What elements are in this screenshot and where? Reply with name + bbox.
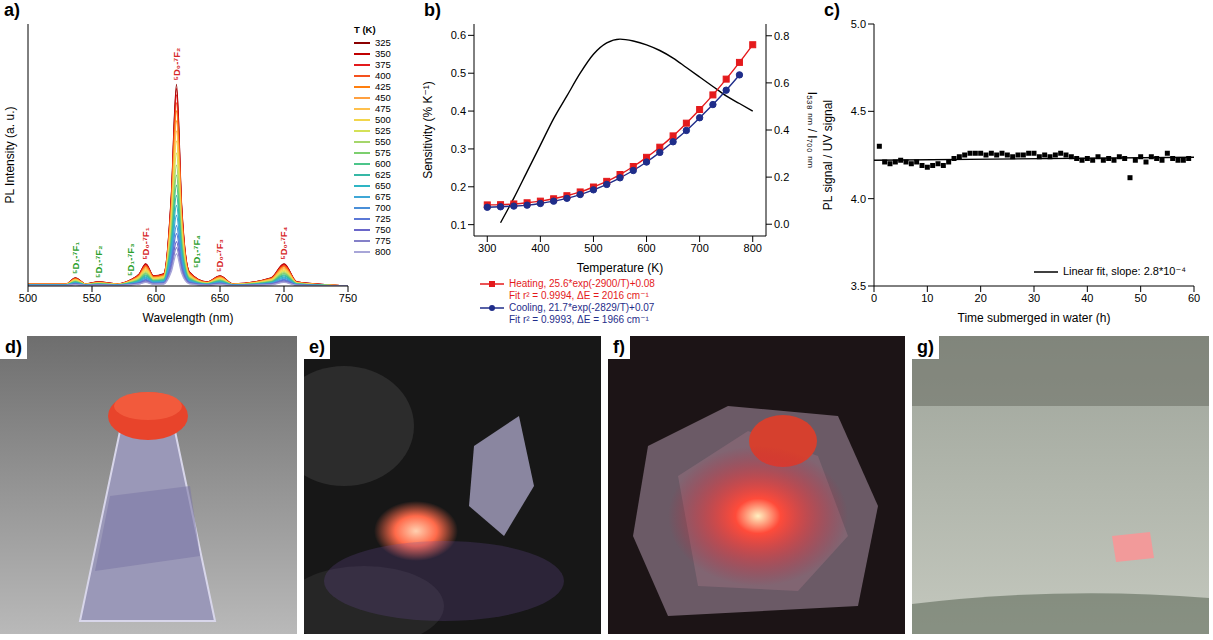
svg-text:0.4: 0.4 <box>774 124 789 136</box>
svg-text:⁵D₁-⁷F₁: ⁵D₁-⁷F₁ <box>70 242 81 274</box>
svg-text:0.2: 0.2 <box>451 181 466 193</box>
html-text:425: 425 <box>375 81 391 92</box>
html-text:525: 525 <box>375 125 391 136</box>
svg-text:⁵D₁-⁷F₂: ⁵D₁-⁷F₂ <box>93 246 104 278</box>
html-text:375: 375 <box>375 59 391 70</box>
svg-text:⁵D₀-⁷F₃: ⁵D₀-⁷F₃ <box>215 239 226 272</box>
html-text:675: 675 <box>375 191 391 202</box>
svg-text:800: 800 <box>744 242 762 254</box>
svg-text:0.3: 0.3 <box>451 143 466 155</box>
svg-text:⁵D₀-⁷F₂: ⁵D₀-⁷F₂ <box>171 48 182 81</box>
svg-text:20: 20 <box>975 292 987 304</box>
svg-text:700: 700 <box>275 292 293 304</box>
html-text:325: 325 <box>375 37 391 48</box>
html-text:Fit r² = 0.9993, ΔE = 1966 cm⁻: Fit r² = 0.9993, ΔE = 1966 cm⁻¹ <box>509 314 649 325</box>
svg-text:60: 60 <box>1188 292 1200 304</box>
svg-text:0.8: 0.8 <box>774 30 789 42</box>
svg-text:PL Intensity (a. u.): PL Intensity (a. u.) <box>3 107 17 204</box>
html-text:a): a) <box>4 0 20 20</box>
html-text:d): d) <box>5 337 22 357</box>
html-text:575: 575 <box>375 147 391 158</box>
svg-text:600: 600 <box>147 292 165 304</box>
svg-text:0.6: 0.6 <box>451 29 466 41</box>
svg-text:I₅₃₈ ₙₘ / I₇₀₀ ₙₘ: I₅₃₈ ₙₘ / I₇₀₀ ₙₘ <box>805 92 819 169</box>
svg-text:PL signal / UV signal: PL signal / UV signal <box>821 100 835 210</box>
svg-text:Sensitivity (% K⁻¹): Sensitivity (% K⁻¹) <box>421 81 435 179</box>
html-text:650: 650 <box>375 180 391 191</box>
svg-text:0: 0 <box>871 292 877 304</box>
html-text:Cooling, 21.7*exp(-2829/T)+0.0: Cooling, 21.7*exp(-2829/T)+0.07 <box>509 302 655 313</box>
svg-text:550: 550 <box>83 292 101 304</box>
svg-text:Wavelength (nm): Wavelength (nm) <box>143 311 234 325</box>
svg-text:500: 500 <box>19 292 37 304</box>
svg-text:⁵D₁-⁷F₃: ⁵D₁-⁷F₃ <box>125 243 136 276</box>
svg-text:700: 700 <box>690 242 708 254</box>
svg-text:0.0: 0.0 <box>774 218 789 230</box>
svg-text:⁵D₀-⁷F₁: ⁵D₀-⁷F₁ <box>140 227 151 259</box>
svg-text:⁵D₀-⁷F₄: ⁵D₀-⁷F₄ <box>279 226 290 259</box>
html-text:775: 775 <box>375 235 391 246</box>
svg-text:5.0: 5.0 <box>851 18 866 30</box>
svg-text:Temperature (K): Temperature (K) <box>577 261 664 275</box>
html-text:b): b) <box>424 0 441 20</box>
html-text:700: 700 <box>375 202 391 213</box>
svg-text:0.5: 0.5 <box>451 67 466 79</box>
html-text:g): g) <box>917 337 934 357</box>
svg-text:4.0: 4.0 <box>851 193 866 205</box>
svg-text:650: 650 <box>211 292 229 304</box>
html-text:500: 500 <box>375 114 391 125</box>
html-text:800: 800 <box>375 246 391 257</box>
svg-text:Time submerged in water (h): Time submerged in water (h) <box>958 311 1111 325</box>
svg-text:50: 50 <box>1135 292 1147 304</box>
svg-text:30: 30 <box>1028 292 1040 304</box>
html-text:600: 600 <box>375 158 391 169</box>
html-text:450: 450 <box>375 92 391 103</box>
html-text:Fit r² = 0.9994, ΔE = 2016 cm⁻: Fit r² = 0.9994, ΔE = 2016 cm⁻¹ <box>509 290 649 301</box>
svg-text:3.5: 3.5 <box>851 280 866 292</box>
html-text:750: 750 <box>375 224 391 235</box>
html-text:725: 725 <box>375 213 391 224</box>
html-text:550: 550 <box>375 136 391 147</box>
svg-text:500: 500 <box>584 242 602 254</box>
html-text:c): c) <box>824 0 840 20</box>
html-text:T (K): T (K) <box>354 24 376 35</box>
svg-text:4.5: 4.5 <box>851 105 866 117</box>
html-text:475: 475 <box>375 103 391 114</box>
svg-text:10: 10 <box>921 292 933 304</box>
html-text:350: 350 <box>375 48 391 59</box>
svg-text:400: 400 <box>531 242 549 254</box>
svg-text:0.6: 0.6 <box>774 77 789 89</box>
svg-text:750: 750 <box>339 292 357 304</box>
svg-text:300: 300 <box>478 242 496 254</box>
svg-text:0.2: 0.2 <box>774 171 789 183</box>
html-text:625: 625 <box>375 169 391 180</box>
svg-text:600: 600 <box>637 242 655 254</box>
html-text:Heating, 25.6*exp(-2900/T)+0.0: Heating, 25.6*exp(-2900/T)+0.08 <box>509 278 655 289</box>
svg-text:⁵D₁-⁷F₄: ⁵D₁-⁷F₄ <box>191 235 202 268</box>
html-text:400: 400 <box>375 70 391 81</box>
html-text:e): e) <box>309 337 325 357</box>
svg-text:40: 40 <box>1081 292 1093 304</box>
svg-text:0.1: 0.1 <box>451 219 466 231</box>
html-text:f): f) <box>613 337 625 357</box>
html-text:Linear fit, slope: 2.8*10⁻⁴: Linear fit, slope: 2.8*10⁻⁴ <box>1062 265 1186 277</box>
svg-text:0.4: 0.4 <box>451 105 466 117</box>
